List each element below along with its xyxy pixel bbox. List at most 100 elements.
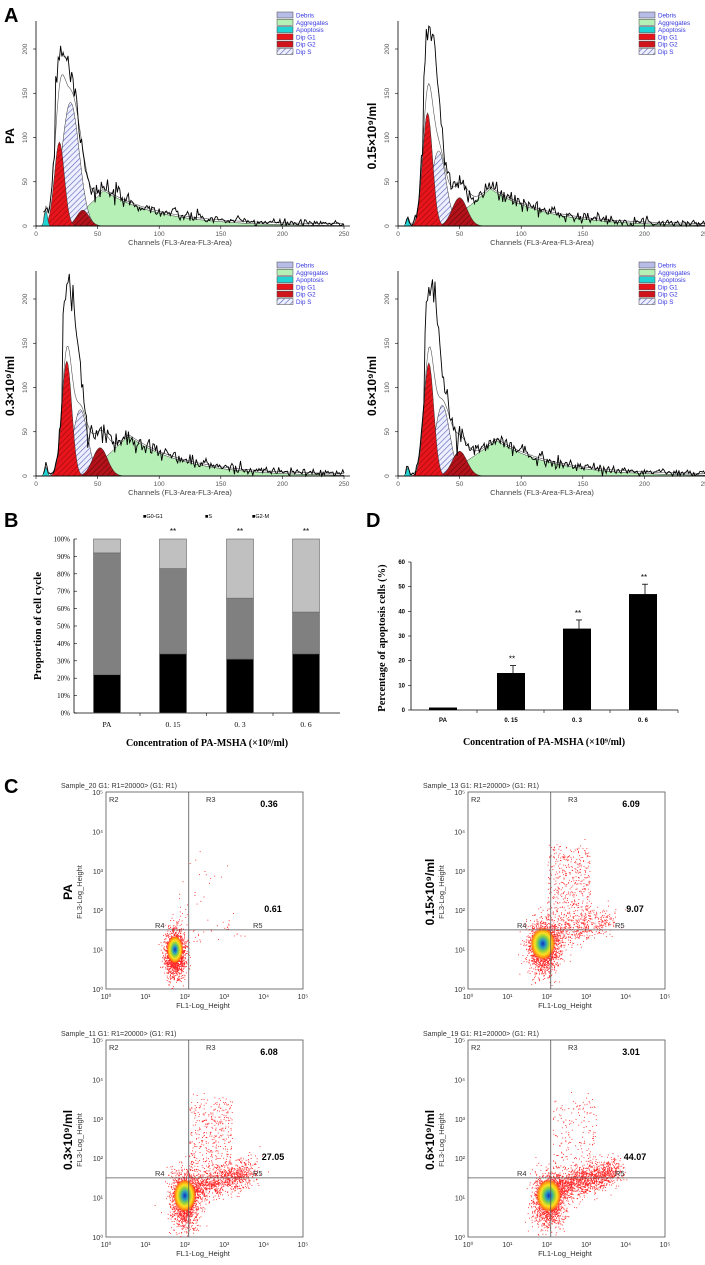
- data-point: [179, 911, 181, 913]
- data-point: [544, 962, 546, 964]
- data-point: [555, 980, 557, 982]
- data-point: [185, 1212, 186, 1214]
- legend-label: Dip G1: [296, 284, 316, 291]
- data-point: [556, 938, 558, 939]
- data-point: [575, 894, 577, 896]
- data-point: [548, 960, 549, 962]
- data-point: [604, 931, 606, 933]
- data-point: [606, 916, 607, 918]
- legend-swatch: [638, 269, 656, 276]
- data-point: [583, 889, 585, 890]
- data-point: [166, 961, 168, 963]
- data-point: [173, 974, 175, 976]
- data-point: [200, 900, 202, 902]
- data-point: [573, 877, 575, 879]
- data-point: [559, 863, 561, 865]
- data-point: [525, 941, 527, 943]
- data-point: [540, 961, 542, 963]
- data-point: [182, 1222, 183, 1224]
- data-point: [562, 856, 564, 858]
- bar-segment: [93, 538, 121, 554]
- region-label: R2: [471, 795, 481, 804]
- x-tick-label: 0: [396, 231, 400, 238]
- data-point: [528, 970, 530, 972]
- data-point: [172, 929, 174, 931]
- data-point: [569, 872, 571, 874]
- data-point: [163, 972, 165, 974]
- stacked-bar-chart: 0%10%20%30%40%50%60%70%80%90%100%PA 0. 15…: [32, 514, 340, 749]
- data-point: [179, 929, 180, 930]
- data-point: [581, 927, 583, 929]
- data-point: [540, 963, 542, 964]
- data-point: [531, 931, 533, 933]
- y-tick-label: 0: [22, 224, 29, 228]
- data-point: [568, 924, 570, 926]
- data-point: [563, 944, 565, 946]
- data-point: [174, 970, 176, 972]
- data-point: [569, 855, 570, 857]
- data-point: [561, 952, 563, 954]
- data-point: [224, 927, 226, 929]
- data-point: [556, 844, 558, 846]
- data-point: [543, 965, 545, 966]
- data-point: [169, 973, 171, 975]
- data-point: [571, 858, 572, 860]
- significance-marker: **: [237, 527, 243, 536]
- data-point: [557, 886, 559, 888]
- data-point: [546, 918, 547, 919]
- y-tick-label: 10⁴: [92, 829, 103, 836]
- legend-swatch: [276, 276, 294, 283]
- data-point: [578, 933, 580, 935]
- data-point: [552, 955, 554, 957]
- data-point: [185, 953, 186, 955]
- data-point: [583, 922, 585, 924]
- data-point: [551, 985, 553, 986]
- data-point: [580, 913, 582, 915]
- data-point: [192, 930, 194, 932]
- data-point: [551, 954, 553, 956]
- data-point: [610, 917, 612, 919]
- data-point: [576, 923, 577, 925]
- data-point: [554, 857, 555, 859]
- data-point: [172, 969, 174, 971]
- data-point: [559, 923, 561, 924]
- data-point: [566, 873, 567, 874]
- data-point: [571, 851, 572, 852]
- data-point: [539, 966, 541, 968]
- data-point: [181, 1225, 183, 1227]
- data-point: [534, 914, 536, 916]
- data-point: [187, 1211, 189, 1212]
- data-point: [178, 935, 179, 936]
- data-point: [586, 897, 588, 899]
- data-point: [553, 865, 555, 867]
- data-point: [189, 1211, 191, 1213]
- data-point: [182, 962, 183, 964]
- data-point: [578, 918, 580, 920]
- data-point: [579, 858, 581, 860]
- data-point: [538, 969, 539, 971]
- data-point: [584, 922, 586, 924]
- data-point: [168, 978, 170, 980]
- data-point: [171, 964, 173, 966]
- data-point: [541, 969, 543, 971]
- data-point: [558, 935, 560, 937]
- data-point: [179, 961, 181, 962]
- data-point: [573, 902, 575, 904]
- data-point: [181, 923, 183, 925]
- legend-label: Dip S: [658, 299, 673, 306]
- data-point: [546, 970, 548, 971]
- data-point: [538, 925, 539, 927]
- data-point: [162, 957, 164, 958]
- data-point: [172, 926, 174, 928]
- data-point: [200, 1204, 202, 1206]
- data-point: [548, 861, 550, 863]
- legend-label: Dip G2: [658, 42, 678, 49]
- data-point: [169, 968, 171, 970]
- data-point: [562, 938, 564, 940]
- data-point: [561, 932, 563, 934]
- y-tick-label: 50: [22, 428, 29, 436]
- panel-row-label: 0.6×10⁹/ml: [365, 356, 379, 416]
- data-point: [560, 945, 562, 946]
- data-point: [173, 930, 175, 932]
